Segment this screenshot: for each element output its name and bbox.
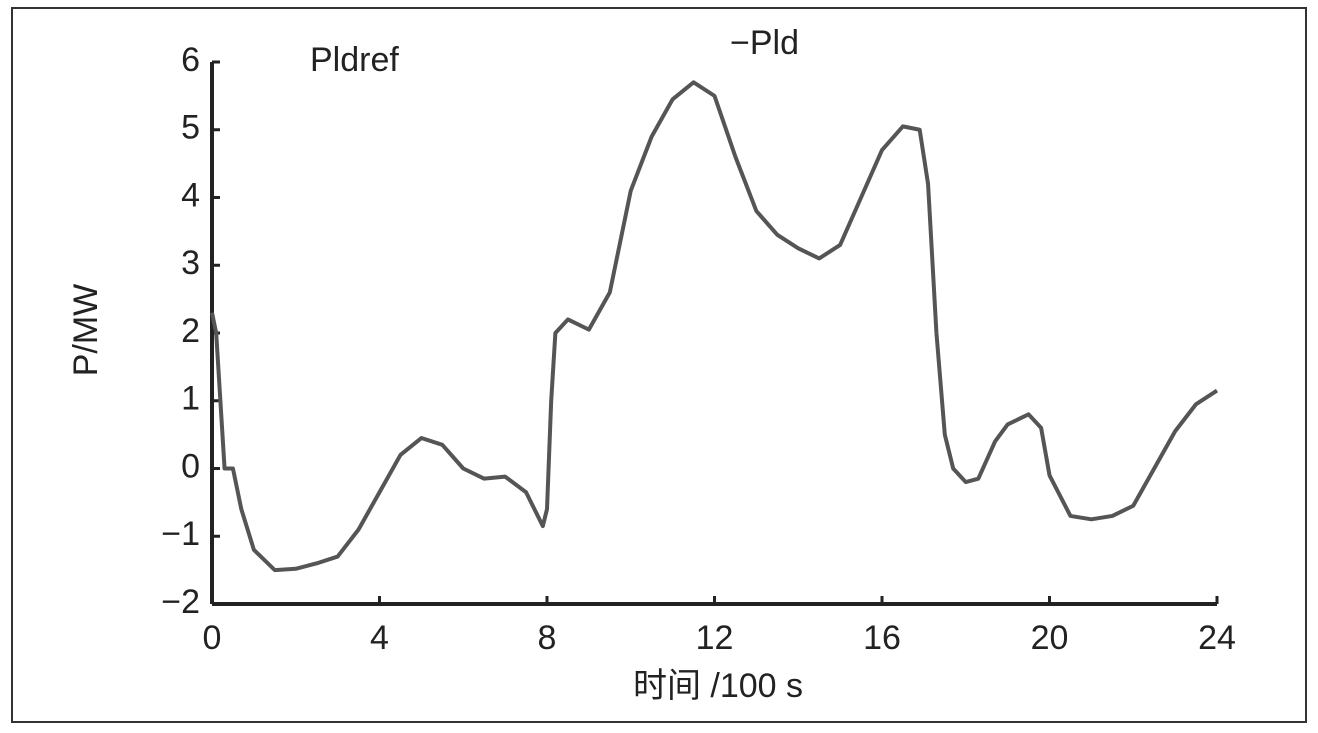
y-tick-label: 1 xyxy=(181,380,200,418)
x-tick-label: 12 xyxy=(696,619,734,657)
x-tick-label: 20 xyxy=(1031,619,1069,657)
x-tick-label: 8 xyxy=(538,619,557,657)
y-tick-label: 5 xyxy=(181,109,200,147)
annotation: Pldref xyxy=(310,41,399,79)
x-tick-label: 16 xyxy=(863,619,901,657)
x-tick-label: 0 xyxy=(203,619,222,657)
annotation: −Pld xyxy=(730,24,799,62)
data-line xyxy=(210,80,1219,573)
y-tick-label: 4 xyxy=(181,176,200,214)
y-tick-label: 3 xyxy=(181,244,200,282)
y-tick-label: 6 xyxy=(181,41,200,79)
x-axis-label: 时间 /100 s xyxy=(633,667,803,705)
x-tick-label: 24 xyxy=(1198,619,1236,657)
y-tick-label: 2 xyxy=(181,312,200,350)
frame xyxy=(11,7,1307,723)
y-tick-label: −2 xyxy=(161,583,200,621)
y-tick-label: 0 xyxy=(181,447,200,485)
x-tick-label: 4 xyxy=(370,619,389,657)
y-tick-label: −1 xyxy=(161,515,200,553)
y-axis-label: P/MW xyxy=(67,284,105,377)
